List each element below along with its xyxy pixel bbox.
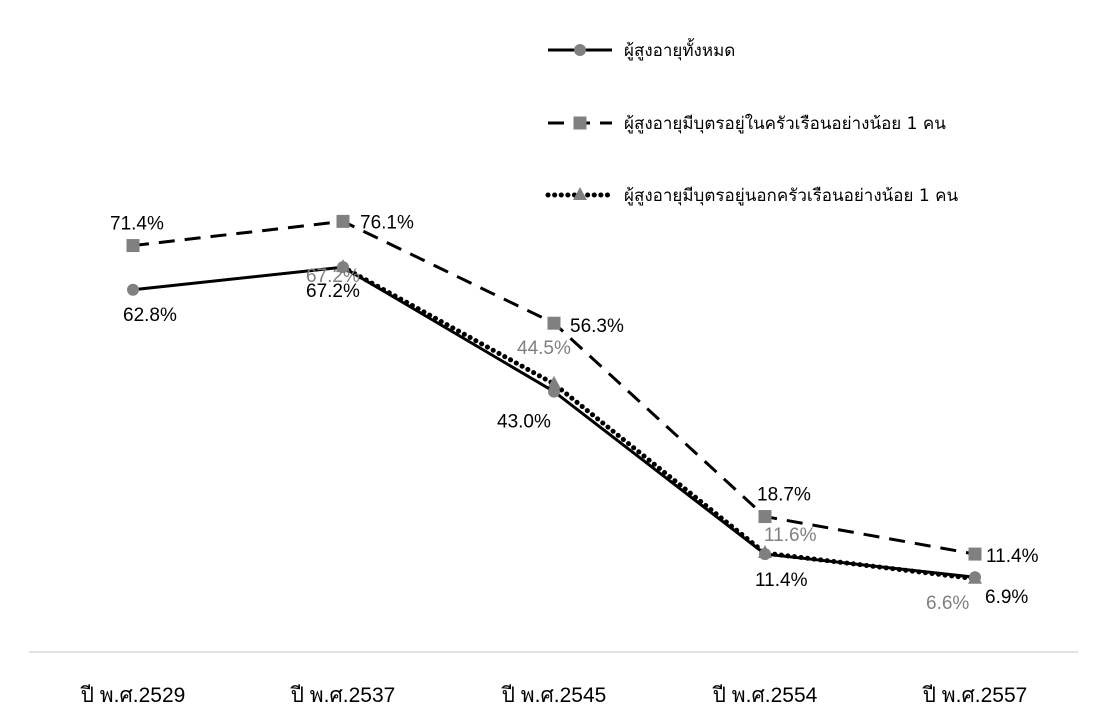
data-label: 6.9% bbox=[985, 587, 1028, 608]
series-dotted bbox=[336, 259, 982, 584]
legend-marker-circle bbox=[574, 44, 586, 56]
data-label: 67.2% bbox=[306, 266, 360, 287]
x-tick-label: ปี พ.ศ.2537 bbox=[290, 684, 395, 707]
x-tick-label: ปี พ.ศ.2545 bbox=[501, 684, 606, 707]
data-label: 76.1% bbox=[360, 212, 414, 233]
data-labels: 62.8% 67.2% 43.0% 11.4% 6.9% 71.4% 76.1% 56.3% 1… bbox=[110, 212, 1039, 613]
data-label: 18.7% bbox=[757, 485, 811, 506]
legend-item: ผู้สูงอายุทั้งหมด bbox=[548, 38, 735, 61]
data-point-circle bbox=[548, 385, 560, 398]
data-point-square bbox=[968, 547, 982, 561]
series-layer bbox=[126, 214, 982, 584]
data-point-triangle bbox=[547, 375, 561, 389]
data-label: 56.3% bbox=[570, 316, 624, 337]
legend-label: ผู้สูงอายุทั้งหมด bbox=[624, 38, 735, 61]
data-label: 62.8% bbox=[123, 305, 177, 326]
data-label: 11.4% bbox=[986, 546, 1039, 567]
data-label: 6.6% bbox=[926, 593, 969, 614]
x-tick-label: ปี พ.ศ.2554 bbox=[712, 684, 818, 707]
legend-label: ผู้สูงอายุมีบุตรอยู่นอกครัวเรือนอย่างน้อ… bbox=[624, 186, 958, 206]
data-label: 44.5% bbox=[517, 338, 571, 359]
data-point-circle bbox=[969, 571, 981, 584]
data-label: 67.2% bbox=[306, 281, 360, 302]
data-point-circle bbox=[759, 548, 771, 561]
data-label: 11.4% bbox=[755, 570, 808, 591]
data-label: 71.4% bbox=[110, 214, 164, 235]
data-point-circle bbox=[337, 261, 349, 274]
x-tick-label: ปี พ.ศ.2529 bbox=[80, 684, 185, 707]
legend-marker-square bbox=[573, 116, 587, 130]
legend-item: ผู้สูงอายุมีบุตรอยู่นอกครัวเรือนอย่างน้อ… bbox=[545, 186, 958, 206]
legend-marker-triangle bbox=[573, 187, 587, 200]
data-label: 43.0% bbox=[497, 412, 551, 433]
data-label: 11.6% bbox=[764, 525, 817, 546]
x-tick-labels: ปี พ.ศ.2529 ปี พ.ศ.2537 ปี พ.ศ.2545 ปี พ.ศ.… bbox=[80, 684, 1027, 707]
series-line-dotted bbox=[340, 264, 978, 582]
data-point-square bbox=[547, 316, 561, 330]
legend: ผู้สูงอายุทั้งหมดผู้สูงอายุมีบุตรอยู่ในค… bbox=[545, 38, 958, 206]
data-point-square bbox=[126, 239, 140, 253]
series-dashed bbox=[126, 214, 982, 561]
data-point-square bbox=[336, 214, 350, 228]
series-solid bbox=[127, 261, 981, 584]
legend-label: ผู้สูงอายุมีบุตรอยู่ในครัวเรือนอย่างน้อย… bbox=[624, 113, 946, 134]
data-point-square bbox=[758, 510, 772, 524]
legend-item: ผู้สูงอายุมีบุตรอยู่ในครัวเรือนอย่างน้อย… bbox=[548, 113, 946, 134]
data-point-circle bbox=[127, 283, 139, 296]
x-tick-label: ปี พ.ศ.2557 bbox=[922, 684, 1027, 707]
